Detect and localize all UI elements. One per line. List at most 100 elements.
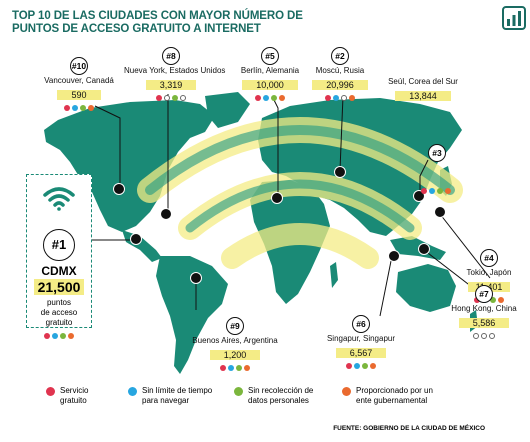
orange-dot-icon xyxy=(244,365,250,371)
rank-badge: #9 xyxy=(226,317,244,335)
featured-description-2: de acceso xyxy=(40,308,78,317)
pin-moscow xyxy=(334,166,346,178)
blue-dot-icon xyxy=(354,363,360,369)
city-value: 590 xyxy=(57,90,101,100)
city-label-new-york: #8 Nueva York, Estados Unidos 3,319 xyxy=(124,46,226,101)
pin-hong-kong xyxy=(418,243,430,255)
green-dot-icon xyxy=(80,105,86,111)
city-label-hong-kong: #7 Hong Kong, China 5,586 xyxy=(440,284,528,339)
city-label-vancouver: #10 Vancouver, Canadá 590 xyxy=(32,56,126,111)
city-value: 13,844 xyxy=(395,91,451,101)
city-value: 1,200 xyxy=(209,350,261,360)
pin-tokyo xyxy=(434,206,446,218)
orange-dot-icon xyxy=(498,297,504,303)
legend-text: datos personales xyxy=(248,396,309,405)
city-name: Singapur, Singapur xyxy=(326,334,396,343)
wifi-arcs-on-land xyxy=(145,125,455,233)
feature-dots xyxy=(314,363,408,369)
madagascar-landmass xyxy=(330,262,338,288)
rank-badge: #8 xyxy=(162,47,180,65)
green-dot-icon xyxy=(271,95,277,101)
green-dot-icon xyxy=(490,297,496,303)
feature-dots xyxy=(440,333,528,339)
city-label-rank-3: #3 xyxy=(390,143,484,162)
city-label-singapore: #6 Singapur, Singapur 6,567 xyxy=(314,314,408,369)
green-dot-icon xyxy=(172,95,178,101)
legend-item-green: Sin recolección de datos personales xyxy=(234,386,313,406)
rank-badge: #7 xyxy=(475,285,493,303)
city-label-seoul: Seúl, Corea del Sur 13,844 xyxy=(376,76,470,104)
rank-badge: #2 xyxy=(331,47,349,65)
city-name: Hong Kong, China xyxy=(451,304,517,313)
legend-text: gratuito xyxy=(60,396,87,405)
rank-badge: #3 xyxy=(428,144,446,162)
rank-badge: #10 xyxy=(70,57,88,75)
city-value: 20,996 xyxy=(312,80,368,90)
australia-landmass xyxy=(396,264,456,312)
red-dot-icon xyxy=(46,387,55,396)
blue-dot-icon xyxy=(72,105,78,111)
green-dot-icon xyxy=(236,365,242,371)
legend-text: Proporcionado por un xyxy=(356,386,433,395)
featured-city-card: #1 CDMX 21,500 puntos de acceso gratuito xyxy=(26,174,92,339)
city-name: Vancouver, Canadá xyxy=(44,76,114,85)
city-label-buenos-aires: #9 Buenos Aires, Argentina 1,200 xyxy=(188,316,282,371)
empty-dot-icon xyxy=(164,95,170,101)
page-title: TOP 10 DE LAS CIUDADES CON MAYOR NÚMERO … xyxy=(12,10,303,35)
feature-dots xyxy=(124,95,218,101)
orange-dot-icon xyxy=(88,105,94,111)
green-dot-icon xyxy=(362,363,368,369)
empty-dot-icon xyxy=(473,333,479,339)
city-name: Nueva York, Estados Unidos xyxy=(124,66,226,75)
city-label-moscow: #2 Moscú, Rusia 20,996 xyxy=(293,46,387,101)
city-label-berlin: #5 Berlín, Alemania 10,000 xyxy=(223,46,317,101)
feature-dots xyxy=(223,95,317,101)
chart-logo-icon xyxy=(502,6,526,30)
orange-dot-icon xyxy=(279,95,285,101)
blue-dot-icon xyxy=(263,95,269,101)
blue-dot-icon xyxy=(52,333,58,339)
orange-dot-icon xyxy=(349,95,355,101)
rank-badge: #4 xyxy=(480,249,498,267)
rank-badge: #6 xyxy=(352,315,370,333)
orange-dot-icon xyxy=(342,387,351,396)
red-dot-icon xyxy=(421,188,427,194)
featured-feature-dots xyxy=(27,333,91,339)
legend-item-blue: Sin límite de tiempo para navegar xyxy=(128,386,212,406)
green-dot-icon xyxy=(60,333,66,339)
feature-dots xyxy=(32,105,126,111)
pin-cdmx xyxy=(130,233,142,245)
pin-berlin xyxy=(271,192,283,204)
blue-dot-icon xyxy=(429,188,435,194)
empty-dot-icon xyxy=(180,95,186,101)
legend-text: para navegar xyxy=(142,396,190,405)
city-value: 3,319 xyxy=(145,80,197,90)
city-value: 6,567 xyxy=(335,348,387,358)
south-america-landmass xyxy=(156,256,228,374)
city-name: Moscú, Rusia xyxy=(315,66,365,75)
red-dot-icon xyxy=(325,95,331,101)
empty-dot-icon xyxy=(489,333,495,339)
pin-singapore xyxy=(388,250,400,262)
featured-city-value: 21,500 xyxy=(33,279,85,295)
source-note: FUENTE: GOBIERNO DE LA CIUDAD DE MÉXICO xyxy=(333,425,485,432)
feature-dots-rank-3 xyxy=(421,188,451,194)
red-dot-icon xyxy=(64,105,70,111)
legend-item-red: Servicio gratuito xyxy=(46,386,88,406)
rank-badge: #5 xyxy=(261,47,279,65)
featured-rank-badge: #1 xyxy=(43,229,75,261)
blue-dot-icon xyxy=(228,365,234,371)
featured-description-3: gratuito xyxy=(45,318,73,327)
orange-dot-icon xyxy=(68,333,74,339)
feature-dots xyxy=(293,95,387,101)
feature-dots xyxy=(188,365,282,371)
red-dot-icon xyxy=(346,363,352,369)
blue-dot-icon xyxy=(128,387,137,396)
orange-dot-icon xyxy=(370,363,376,369)
city-value: 10,000 xyxy=(242,80,298,90)
blue-dot-icon xyxy=(333,95,339,101)
pin-vancouver xyxy=(113,183,125,195)
pin-new-york xyxy=(160,208,172,220)
